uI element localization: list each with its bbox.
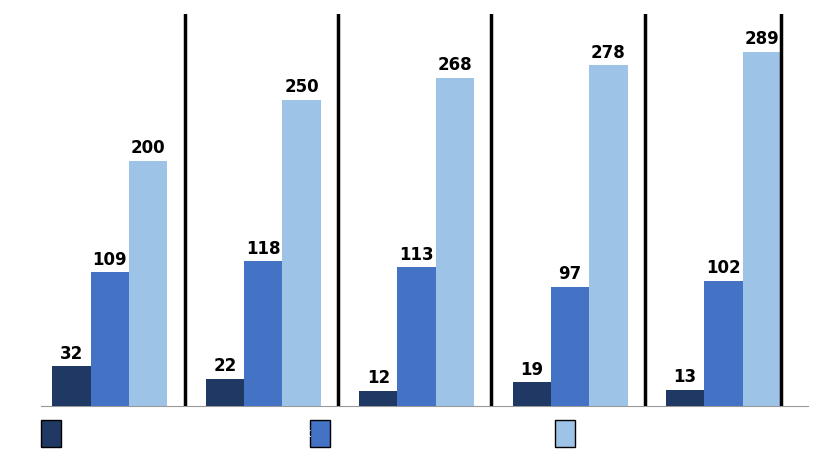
Text: 278: 278 xyxy=(591,44,626,62)
Text: 22: 22 xyxy=(213,357,237,375)
Bar xyxy=(206,379,244,406)
Text: 12: 12 xyxy=(366,369,390,387)
Text: 102: 102 xyxy=(706,259,741,277)
Bar xyxy=(359,391,397,406)
Text: 250: 250 xyxy=(284,78,319,96)
Text: 109: 109 xyxy=(92,250,127,268)
Bar xyxy=(666,390,704,406)
Text: 200: 200 xyxy=(131,139,166,157)
Text: 13: 13 xyxy=(673,368,697,386)
FancyBboxPatch shape xyxy=(555,420,575,447)
Bar xyxy=(129,161,167,406)
Text: Niet-WMO-plichtig onderzoek: Niet-WMO-plichtig onderzoek xyxy=(582,427,755,440)
Bar xyxy=(397,267,436,406)
Bar xyxy=(704,281,743,406)
Bar xyxy=(52,366,91,406)
Bar xyxy=(743,52,781,406)
Text: 268: 268 xyxy=(437,56,472,74)
Bar xyxy=(589,65,628,406)
FancyBboxPatch shape xyxy=(41,420,61,447)
FancyBboxPatch shape xyxy=(310,420,330,447)
Text: 97: 97 xyxy=(558,265,582,283)
Text: 19: 19 xyxy=(520,361,543,379)
Text: WMO-plichtig geneesmiddelenonderzoek: WMO-plichtig geneesmiddelenonderzoek xyxy=(68,427,311,440)
Bar xyxy=(91,272,129,406)
Text: 289: 289 xyxy=(744,30,779,48)
Text: Overig WMO-plichtig onderzoek: Overig WMO-plichtig onderzoek xyxy=(337,427,526,440)
Bar xyxy=(244,261,282,406)
Bar xyxy=(551,287,589,406)
Text: 32: 32 xyxy=(60,345,83,363)
Bar xyxy=(436,77,474,406)
Text: 118: 118 xyxy=(246,240,281,258)
Bar xyxy=(282,100,321,406)
Bar xyxy=(512,383,551,406)
Text: 113: 113 xyxy=(399,246,434,264)
